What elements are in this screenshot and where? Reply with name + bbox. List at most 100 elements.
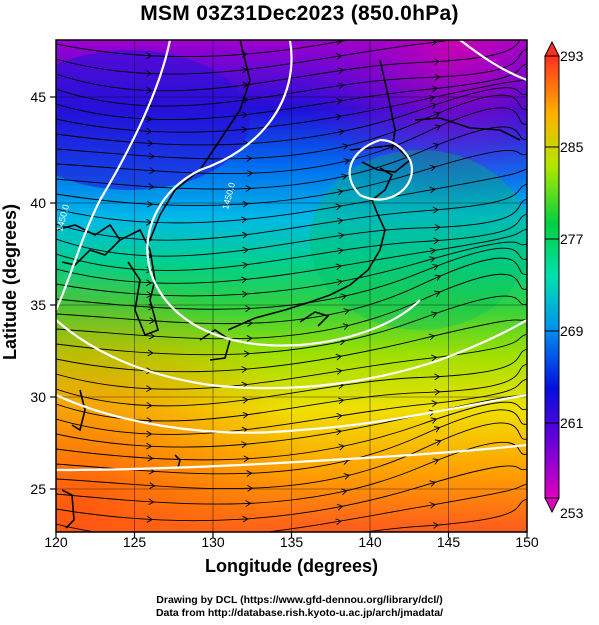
y-axis-label: Latitude (degrees) (0, 203, 20, 361)
streamline (56, 198, 527, 257)
flow-arrow (146, 402, 153, 409)
flow-arrow (337, 188, 344, 196)
flow-arrow (337, 397, 345, 405)
streamline (56, 126, 527, 190)
streamline (56, 401, 527, 461)
streamline (56, 273, 527, 340)
colorbar-tick-label: 277 (560, 231, 584, 247)
flow-arrow (430, 102, 438, 110)
flow-arrow (434, 73, 441, 81)
flow-arrow (342, 323, 350, 330)
flow-arrow (242, 290, 249, 298)
y-tick-label: 35 (30, 297, 46, 313)
flow-arrow (340, 293, 348, 301)
colorbar-tick-label: 293 (560, 48, 584, 64)
flow-arrow (342, 143, 349, 150)
y-tick-label: 40 (30, 195, 46, 211)
flow-arrow (336, 97, 343, 105)
flow-arrow (433, 111, 441, 118)
flow-arrow (429, 186, 436, 194)
streamline (56, 333, 527, 390)
flow-arrow (147, 454, 154, 462)
flow-arrow (245, 185, 252, 192)
flow-arrow (434, 274, 442, 281)
flow-arrow (149, 167, 156, 174)
x-tick-label: 125 (122, 534, 147, 550)
x-axis-label: Longitude (degrees) (204, 556, 378, 576)
flow-arrow (429, 247, 437, 255)
flow-arrow (336, 278, 343, 286)
flow-arrow (146, 385, 153, 393)
flow-arrow (338, 443, 346, 451)
flow-arrow (433, 237, 440, 245)
streamline (56, 348, 527, 407)
flow-arrow (431, 400, 438, 407)
flow-arrow (335, 263, 343, 271)
streamline (56, 318, 527, 373)
flow-arrow (343, 473, 351, 480)
y-tick-label: 25 (30, 481, 46, 497)
streamline (56, 40, 351, 58)
flow-arrow (434, 439, 442, 446)
streamline (56, 378, 527, 435)
streamline (56, 183, 527, 241)
flow-arrow (431, 311, 438, 318)
flow-arrow (146, 266, 153, 274)
flow-arrow (146, 200, 154, 208)
flow-arrow (429, 501, 436, 509)
flow-arrow (145, 279, 153, 287)
flow-arrow (242, 547, 248, 554)
flow-arrow (335, 40, 343, 46)
flow-arrow (343, 308, 350, 315)
y-tick-label: 45 (30, 89, 46, 105)
flow-arrow (434, 224, 441, 231)
flow-arrow (431, 354, 438, 362)
streamline (56, 78, 527, 133)
streamline (56, 149, 527, 206)
tick-marks (50, 96, 528, 538)
flow-arrow (336, 412, 343, 420)
temperature-field (56, 40, 527, 532)
x-tick-label: 150 (515, 534, 539, 550)
flow-arrow (433, 426, 441, 433)
x-tick-label: 130 (201, 534, 225, 550)
flow-arrow (147, 349, 154, 357)
flow-arrow (429, 164, 437, 172)
flow-arrow (432, 142, 440, 150)
flow-arrow (247, 484, 254, 492)
flow-arrow (241, 366, 248, 373)
flow-arrow (148, 498, 155, 506)
flow-arrow (335, 113, 342, 121)
flow-arrow (434, 124, 442, 131)
streamline (56, 87, 527, 146)
flow-arrow (338, 128, 345, 136)
flow-arrow (147, 139, 154, 147)
flow-arrow (434, 58, 441, 66)
flow-arrow (241, 441, 248, 448)
streamline (56, 213, 527, 271)
flow-arrow (246, 155, 253, 162)
flow-arrow (343, 158, 351, 165)
flow-arrow (432, 521, 440, 529)
flow-arrow (247, 169, 254, 177)
flow-arrow (243, 455, 250, 463)
flow-arrow (242, 515, 249, 523)
flow-arrow (246, 470, 253, 477)
flow-arrow (241, 111, 249, 119)
flow-arrow (241, 216, 248, 224)
streamline (362, 498, 527, 532)
flow-arrow (242, 411, 249, 419)
flow-arrow (341, 488, 348, 496)
flow-arrow (431, 85, 439, 93)
streamline (56, 441, 527, 505)
flow-arrow (245, 500, 252, 507)
flow-arrow (335, 203, 342, 211)
streamline (56, 247, 527, 310)
flow-arrow (146, 70, 153, 77)
flow-arrow (336, 503, 344, 511)
flow-arrow (335, 518, 342, 526)
streamline (56, 257, 527, 325)
streamline (56, 295, 527, 356)
flow-arrow (429, 480, 436, 487)
